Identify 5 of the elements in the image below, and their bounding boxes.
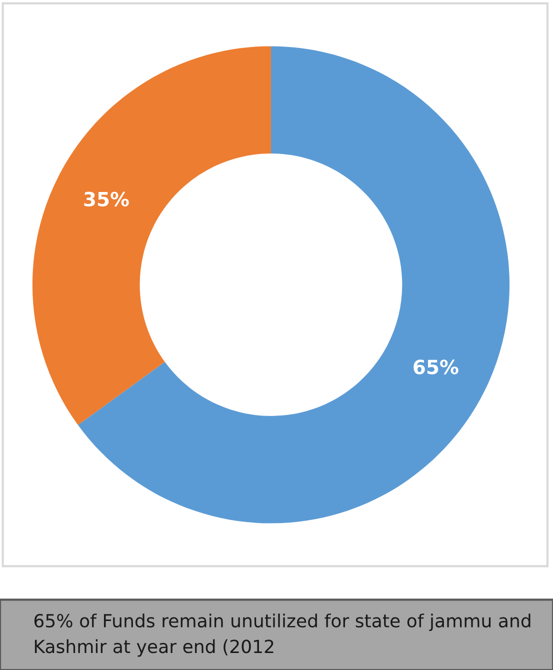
text: 65% of Funds remain unutilized for state of jammu and Kashmir at year end (2012	[34, 614, 530, 657]
data-label: 65%	[414, 360, 458, 374]
data-label: 35%	[84, 192, 129, 206]
donut-slice	[78, 46, 510, 524]
donut-slice	[32, 46, 271, 425]
